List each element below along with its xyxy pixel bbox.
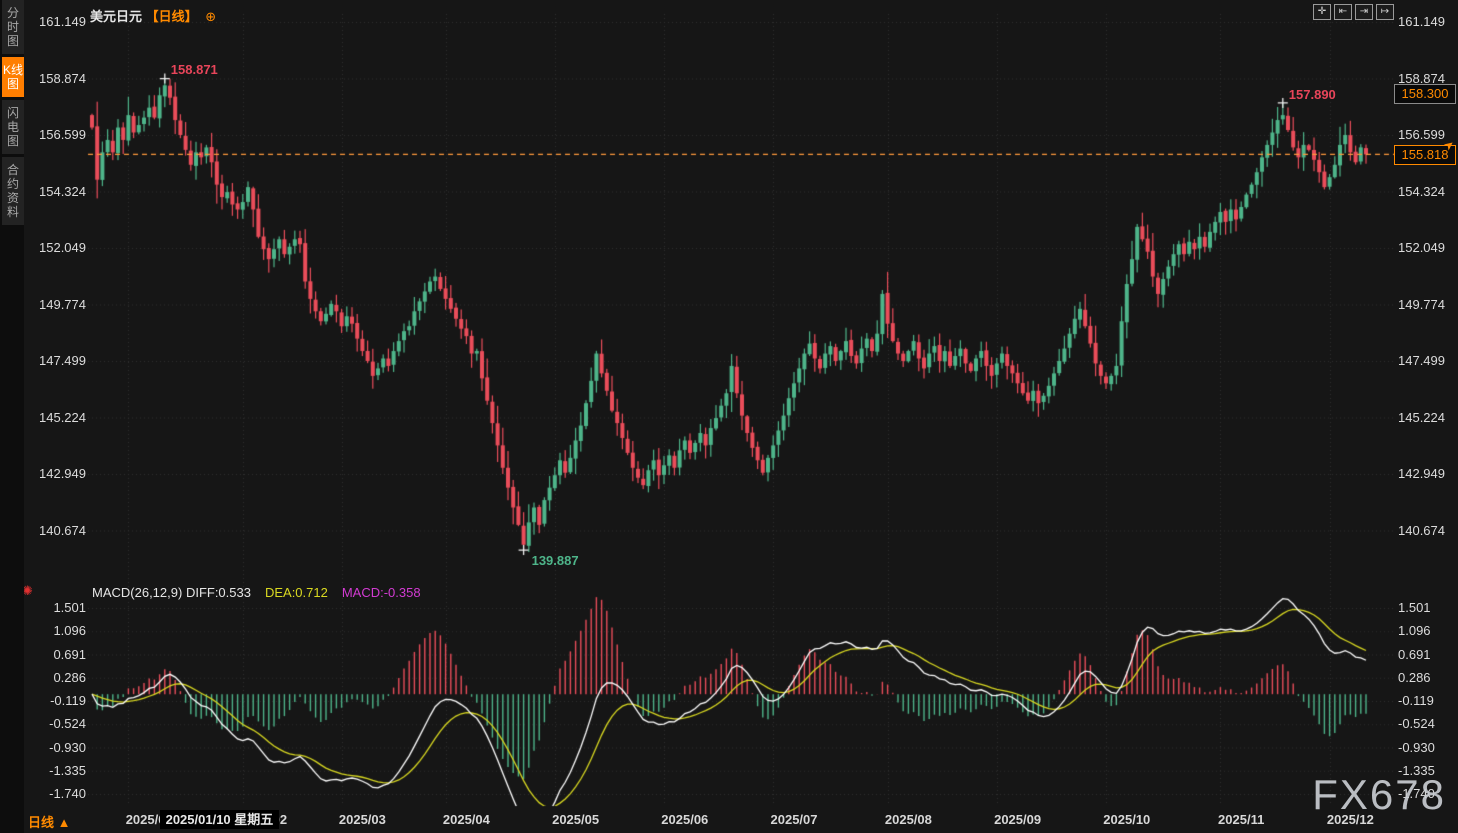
macd-value-label: MACD:-0.358 [341,585,421,600]
macd-tick-label: -0.524 [1398,716,1435,732]
price-tick-label: 140.674 [1398,522,1445,538]
last-price-marker: 155.818 [1394,145,1456,166]
month-label: 2025/06 [661,812,709,827]
chart-title: 美元日元 【日线】 ⊕ [90,6,216,25]
crosshair-date-tooltip: 2025/01/10 星期五 [159,810,280,829]
price-tick-label: 158.874 [1398,70,1445,86]
month-label: 2025/11 [1218,812,1265,827]
price-tick-label: 158.874 [39,70,86,86]
macd-dea-label: DEA:0.712 [264,585,328,600]
chart-type-sidebar: 分时图 K线图 闪电图 合约资料 [0,0,24,833]
pan-chart-icon[interactable]: ✛ [1313,4,1331,20]
macd-tick-label: -1.335 [49,762,86,778]
macd-header: MACD(26,12,9) DIFF:0.533 DEA:0.712 MACD:-0… [92,585,421,600]
price-tick-label: 161.149 [1398,14,1445,29]
price-tick-label: 145.224 [1398,409,1445,425]
symbol-name: 美元日元 [90,9,143,24]
price-tick-label: 149.774 [39,296,86,312]
price-tick-label: 142.949 [1398,466,1445,481]
macd-tick-label: -1.740 [1398,786,1435,801]
macd-tick-label: 1.096 [53,623,86,639]
month-label: 2025/08 [884,812,932,827]
price-tick-label: 154.324 [1398,183,1445,199]
fx678-watermark: FX678 [1312,771,1446,818]
macd-tick-label: -1.335 [1398,762,1435,778]
macd-tick-label: 1.501 [1398,600,1431,615]
price-tick-label: 147.499 [39,353,86,368]
macd-tick-label: 0.286 [1398,669,1431,685]
high-annotation-jan: 158.871 [170,61,218,77]
sidebar-tab-contract-info[interactable]: 合约资料 [2,157,24,225]
month-label: 2025/10 [1103,812,1151,827]
price-tick-label: 156.599 [39,127,86,142]
period-tag: 【日线】 [145,9,198,24]
chart-toolbar: ✛ ⇤ ⇥ ↦ [1313,4,1394,20]
macd-tick-label: -0.524 [49,716,86,732]
chart-settings-icon[interactable]: ⊕ [205,9,217,24]
upper-price-marker: 158.300 [1394,83,1456,104]
macd-tick-label: -0.930 [49,739,86,755]
macd-tick-label: -0.119 [1398,693,1434,708]
macd-params-label: MACD(26,12,9) DIFF:0.533 [92,585,251,600]
price-tick-label: 152.049 [39,240,86,255]
macd-tick-label: 0.286 [53,669,86,685]
compress-left-icon[interactable]: ⇤ [1334,4,1352,20]
month-label: 2025/03 [338,812,386,827]
high-annotation-dec: 157.890 [1288,86,1336,102]
indicator-settings-icon[interactable]: ✺ [22,583,33,598]
macd-tick-label: -0.930 [1398,739,1435,755]
price-tick-label: 154.324 [39,183,86,199]
price-tick-label: 149.774 [1398,296,1445,312]
macd-tick-label: 0.691 [1398,646,1431,662]
price-tick-label: 161.149 [39,14,86,29]
month-label: 2025/04 [442,812,490,827]
low-annotation: 139.887 [531,553,579,569]
sidebar-tab-lightning[interactable]: 闪电图 [2,100,24,154]
period-dropdown-arrow: ▲ [57,815,71,830]
macd-tick-label: -1.740 [49,786,86,801]
month-label: 2025/05 [552,812,600,827]
price-tick-label: 152.049 [1398,240,1445,255]
price-tick-label: 145.224 [39,409,86,425]
sidebar-tab-kline[interactable]: K线图 [2,57,24,97]
price-tick-label: 156.599 [1398,127,1445,142]
price-tick-label: 147.499 [1398,353,1445,368]
month-label: 2025/07 [770,812,818,827]
macd-tick-label: 1.501 [53,600,86,615]
sidebar-tab-timeshare[interactable]: 分时图 [2,0,24,54]
month-label: 2025/09 [994,812,1042,827]
price-tick-label: 140.674 [39,522,86,538]
macd-tick-label: 0.691 [53,646,86,662]
month-label: 2025/12 [1326,812,1374,827]
compress-right-icon[interactable]: ⇥ [1355,4,1373,20]
macd-tick-label: 1.096 [1398,623,1431,639]
macd-tick-label: -0.119 [50,693,86,708]
price-tick-label: 142.949 [39,466,86,481]
period-selector[interactable]: 日线 ▲ [28,815,71,830]
shift-right-icon[interactable]: ↦ [1376,4,1394,20]
